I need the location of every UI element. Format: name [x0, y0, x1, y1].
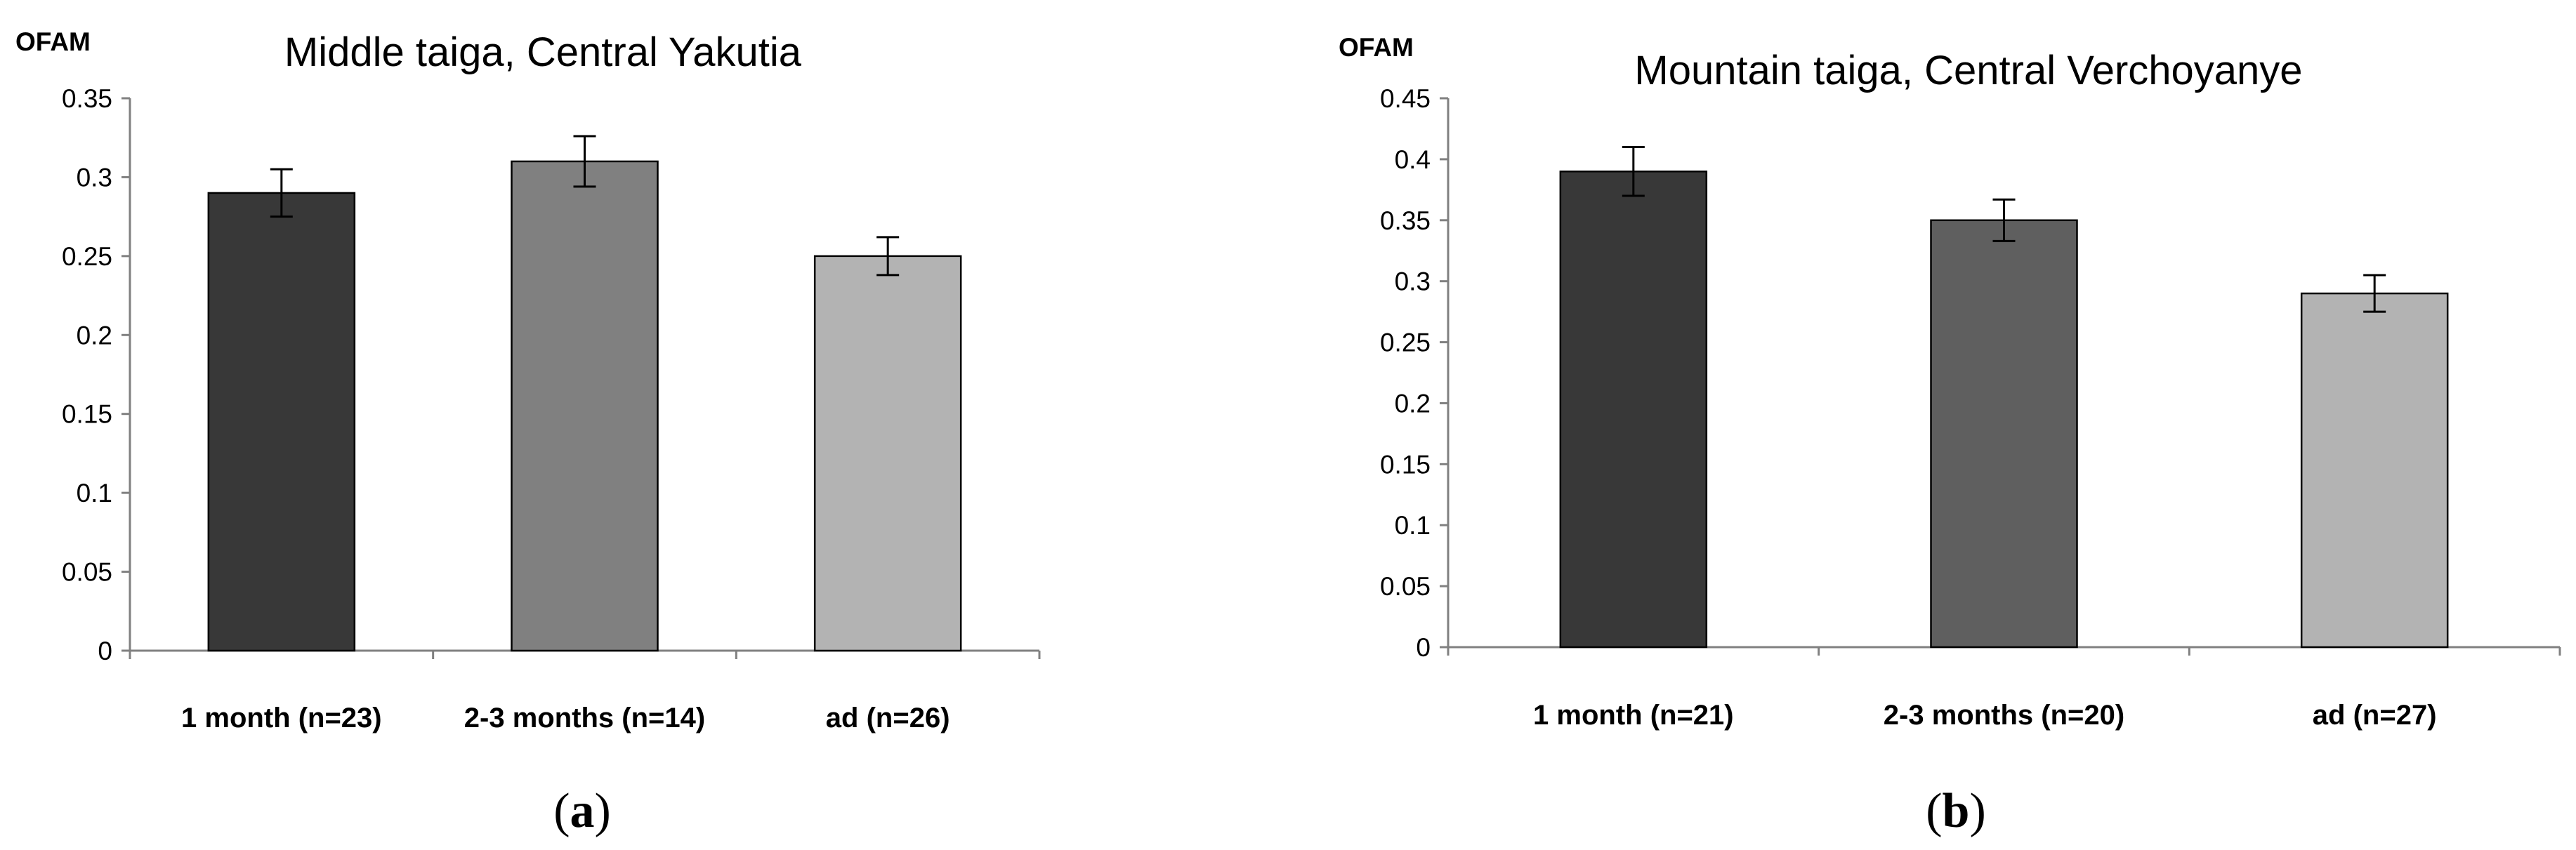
chart-b-y-tick-label: 0.25	[1380, 328, 1431, 357]
chart-b-y-tick-label: 0.45	[1380, 84, 1431, 113]
chart-b-plot: 0 0.05 0.1 0.15 0.2 0.25 0.3 0.35 0.4 0.45 1 month…	[1380, 84, 2561, 731]
chart-a-bar	[207, 192, 356, 652]
chart-b-y-tick-label: 0.15	[1380, 450, 1431, 479]
chart-a-y-tick-label: 0	[98, 637, 112, 665]
chart-b-x-tick-label: 1 month (n=21)	[1533, 700, 1734, 731]
chart-a-caption: (a)	[553, 784, 611, 838]
chart-b-y-tick-label: 0.1	[1395, 511, 1431, 540]
chart-b-y-tick-label: 0.4	[1395, 145, 1431, 174]
chart-a-title: Middle taiga, Central Yakutia	[284, 29, 802, 75]
chart-a-y-tick-label: 0.15	[62, 400, 112, 429]
chart-b-y-label: OFAM	[1339, 33, 1414, 62]
chart-a-y-label: OFAM	[15, 27, 91, 56]
chart-a: OFAM Middle taiga, Central Yakutia 0 0.05…	[15, 27, 1041, 838]
chart-a-bar	[813, 255, 962, 652]
chart-a-y-tick-label: 0.35	[62, 84, 112, 113]
chart-b-bar	[1930, 219, 2078, 649]
chart-a-x-tick-label: 1 month (n=23)	[181, 703, 382, 733]
chart-b-y-tick-label: 0.35	[1380, 206, 1431, 235]
chart-a-y-tick-label: 0.2	[77, 321, 112, 350]
chart-a-plot: 0 0.05 0.1 0.15 0.2 0.25 0.3 0.35 1 month (n=23)…	[62, 84, 1041, 733]
chart-a-y-tick-label: 0.05	[62, 558, 112, 587]
chart-a-caption-letter: a	[570, 784, 595, 838]
chart-b-title: Mountain taiga, Central Verchoyanye	[1634, 48, 2302, 93]
chart-a-caption-open: (	[553, 784, 570, 838]
chart-b-caption-close: )	[1969, 784, 1985, 838]
chart-a-y-tick-label: 0.1	[77, 479, 112, 507]
chart-a-x-tick-label: 2-3 months (n=14)	[464, 703, 705, 733]
chart-a-bar	[511, 160, 659, 652]
chart-b-y-tick-label: 0.3	[1395, 267, 1431, 296]
chart-b-y-tick-label: 0.2	[1395, 389, 1431, 418]
chart-a-y-tick-label: 0.25	[62, 242, 112, 271]
chart-b-bar	[2300, 292, 2449, 649]
chart-b-caption: (b)	[1926, 784, 1986, 838]
chart-a-x-tick-label: ad (n=26)	[826, 703, 950, 733]
chart-b-x-tick-label: ad (n=27)	[2313, 700, 2437, 731]
chart-a-y-tick-label: 0.3	[77, 163, 112, 192]
chart-b-x-tick-label: 2-3 months (n=20)	[1884, 700, 2124, 731]
chart-b-y-tick-label: 0	[1416, 633, 1431, 662]
chart-a-caption-close: )	[595, 784, 611, 838]
chart-b: OFAM Mountain taiga, Central Verchoyanye…	[1339, 33, 2561, 838]
chart-b-bar	[1559, 171, 1708, 649]
chart-b-caption-open: (	[1926, 784, 1942, 838]
chart-b-y-tick-label: 0.05	[1380, 572, 1431, 601]
chart-b-caption-letter: b	[1943, 784, 1970, 838]
